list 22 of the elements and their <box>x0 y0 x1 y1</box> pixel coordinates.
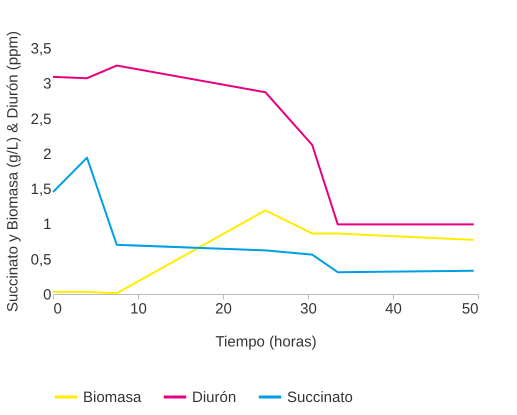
x-tick-label: 0 <box>54 300 62 318</box>
legend-label: Succinato <box>287 389 353 406</box>
x-tick-label: 40 <box>385 300 402 318</box>
x-tick-label: 50 <box>462 300 478 318</box>
line-series <box>52 156 475 274</box>
x-tick-label: 10 <box>130 300 147 318</box>
y-tick-label: 2,5 <box>30 110 52 128</box>
x-tick-label: 30 <box>300 300 317 318</box>
y-tick-label: 0 <box>43 286 52 304</box>
x-axis-title: Tiempo (horas) <box>215 334 317 350</box>
y-tick-label: 0,5 <box>30 251 52 268</box>
line-series <box>52 64 475 226</box>
y-tick-label: 1,5 <box>30 181 52 198</box>
y-tick-label: 1 <box>43 216 52 234</box>
y-tick-label: 2 <box>43 146 52 163</box>
line-series <box>52 209 475 294</box>
y-axis-title: Succinato y Biomasa (g/L) & Diurón (ppm) <box>4 31 22 312</box>
legend-label: Biomasa <box>83 389 142 406</box>
y-tick-label: 3 <box>43 76 52 93</box>
x-tick-label: 20 <box>215 300 232 318</box>
legend-label: Diurón <box>192 389 236 406</box>
y-tick-label: 3,5 <box>30 40 52 58</box>
